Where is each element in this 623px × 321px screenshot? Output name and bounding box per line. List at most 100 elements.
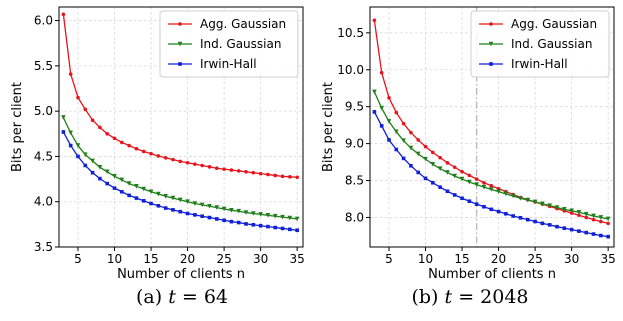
data-point-agg	[445, 161, 450, 165]
legend-label: Irwin-Hall	[511, 57, 568, 71]
data-point-irwin	[467, 199, 472, 204]
data-point-ind	[576, 209, 582, 215]
legend-label: Ind. Gaussian	[200, 37, 281, 51]
data-point-ind	[61, 115, 66, 120]
data-point-agg	[244, 170, 248, 174]
y-tick-label: 3.5	[34, 240, 53, 254]
data-point-ind	[287, 215, 293, 221]
data-point-agg	[423, 144, 428, 149]
data-point-ind	[156, 191, 161, 197]
legend-marker-irwin	[178, 62, 182, 66]
data-point-irwin	[134, 196, 139, 200]
data-point-agg	[452, 165, 457, 170]
data-point-ind	[236, 208, 242, 214]
data-point-agg	[258, 171, 263, 176]
data-point-agg	[394, 110, 399, 115]
y-tick-label: 10.5	[337, 26, 364, 40]
data-point-ind	[97, 165, 103, 170]
data-point-agg	[185, 160, 190, 165]
data-point-irwin	[105, 181, 110, 186]
y-tick-label: 8.0	[345, 210, 364, 224]
data-point-irwin	[112, 186, 117, 190]
data-point-ind	[591, 213, 596, 219]
data-point-irwin	[394, 147, 399, 152]
series-irwin	[61, 130, 299, 233]
data-point-irwin	[409, 163, 413, 168]
y-tick-label: 10.0	[337, 63, 364, 77]
data-point-agg	[416, 138, 421, 142]
legend-marker-ind	[488, 41, 494, 47]
data-point-ind	[119, 177, 125, 183]
data-point-irwin	[445, 189, 450, 194]
data-point-irwin	[295, 228, 299, 233]
data-point-irwin	[511, 214, 515, 218]
legend-marker-agg	[178, 22, 182, 26]
y-axis-label: Bits per client	[10, 82, 25, 172]
panel-caption: (a) t = 64	[136, 286, 228, 308]
data-point-irwin	[555, 224, 559, 229]
data-point-irwin	[171, 208, 175, 212]
data-point-irwin	[120, 189, 124, 194]
data-point-ind	[126, 181, 132, 186]
data-point-ind	[540, 201, 545, 207]
data-point-agg	[207, 165, 212, 169]
legend-marker-agg	[489, 22, 493, 26]
data-point-irwin	[98, 176, 102, 181]
data-point-agg	[591, 217, 596, 222]
data-point-ind	[265, 213, 271, 218]
data-point-ind	[598, 215, 604, 220]
x-tick-label: 15	[143, 252, 158, 266]
data-point-irwin	[423, 176, 428, 181]
data-point-agg	[280, 174, 285, 179]
panel-caption: (b) t = 2048	[411, 286, 528, 308]
legend-label: Agg. Gaussian	[200, 17, 286, 31]
data-point-agg	[149, 151, 153, 156]
data-point-agg	[431, 150, 435, 155]
data-point-agg	[76, 95, 80, 100]
data-point-agg	[83, 107, 88, 112]
data-point-ind	[243, 210, 249, 215]
data-point-agg	[401, 121, 406, 126]
data-point-ind	[503, 191, 509, 197]
data-point-irwin	[547, 223, 552, 227]
data-point-irwin	[236, 220, 241, 225]
data-point-irwin	[83, 163, 88, 168]
data-point-irwin	[200, 214, 204, 219]
y-tick-label: 5.5	[34, 59, 53, 73]
data-point-agg	[372, 18, 377, 23]
data-point-irwin	[214, 217, 219, 221]
legend-marker-irwin	[489, 62, 493, 66]
data-point-agg	[295, 175, 299, 180]
x-tick-label: 10	[107, 252, 122, 266]
data-point-irwin	[68, 143, 73, 148]
data-point-ind	[525, 197, 531, 203]
data-point-agg	[438, 155, 442, 160]
data-point-agg	[105, 131, 110, 136]
data-point-agg	[120, 140, 124, 145]
data-point-ind	[134, 184, 139, 189]
data-point-irwin	[438, 185, 442, 189]
y-tick-label: 6.0	[34, 14, 53, 28]
legend-box	[159, 10, 299, 78]
data-point-irwin	[251, 223, 256, 227]
data-point-ind	[445, 170, 450, 175]
data-point-irwin	[273, 225, 278, 230]
data-point-irwin	[372, 110, 377, 114]
data-point-agg	[474, 177, 479, 181]
x-tick-label: 10	[418, 252, 433, 266]
data-point-ind	[605, 216, 611, 222]
data-point-ind	[510, 193, 516, 199]
data-point-irwin	[178, 209, 183, 214]
data-point-agg	[387, 96, 391, 100]
data-point-irwin	[569, 227, 574, 232]
data-point-agg	[409, 130, 413, 135]
data-point-ind	[467, 179, 472, 185]
axes-frame	[369, 6, 615, 248]
data-point-agg	[467, 173, 472, 178]
data-point-agg	[266, 172, 270, 177]
series-line-ind	[62, 117, 298, 220]
data-point-irwin	[452, 193, 457, 197]
series-line-ind	[373, 91, 609, 220]
data-point-irwin	[127, 193, 131, 198]
